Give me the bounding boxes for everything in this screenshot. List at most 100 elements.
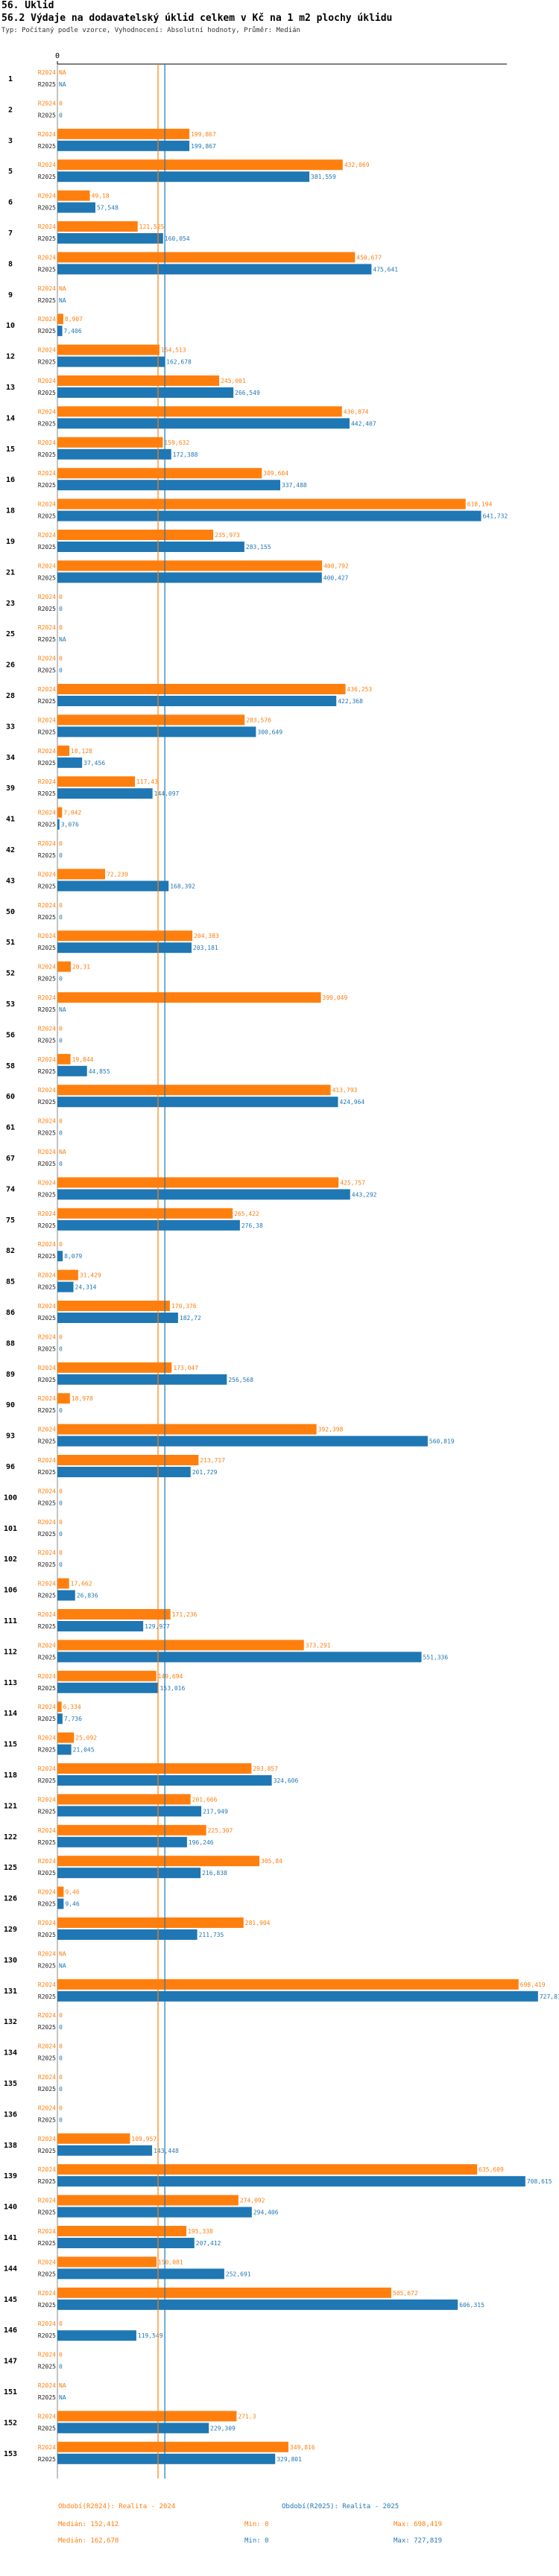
bar-r2025 bbox=[57, 542, 244, 552]
data-label-r2025: 207,412 bbox=[196, 2240, 221, 2247]
series-label-r2024: R2024 bbox=[38, 717, 56, 723]
series-label-r2024: R2024 bbox=[38, 254, 56, 261]
series-label-r2025: R2025 bbox=[38, 2240, 56, 2247]
series-label-r2024: R2024 bbox=[38, 964, 56, 971]
bar-r2025 bbox=[57, 1713, 63, 1725]
series-label-r2025: R2025 bbox=[38, 1191, 56, 1198]
series-label-r2025: R2025 bbox=[38, 420, 56, 427]
data-label-r2024: NA bbox=[59, 69, 66, 76]
bar-r2025 bbox=[57, 1744, 72, 1755]
data-label-r2025: 442,407 bbox=[351, 420, 376, 427]
data-label-r2025: 0 bbox=[59, 2116, 63, 2123]
bar-r2025 bbox=[57, 1374, 227, 1385]
data-label-r2025: 0 bbox=[59, 606, 63, 612]
data-label-r2025: 0 bbox=[59, 1130, 63, 1137]
data-label-r2024: 173,047 bbox=[173, 1365, 198, 1371]
data-label-r2025: 283,155 bbox=[246, 544, 271, 551]
data-label-r2024: 698,419 bbox=[520, 1982, 546, 1988]
data-label-r2024: 9,46 bbox=[65, 1889, 79, 1896]
series-label-r2025: R2025 bbox=[38, 1685, 56, 1692]
data-label-r2024: 265,422 bbox=[234, 1211, 259, 1217]
bar-r2025 bbox=[57, 1652, 422, 1663]
data-label-r2024: 0 bbox=[59, 624, 63, 631]
category-label: 122 bbox=[4, 1833, 17, 1841]
data-label-r2025: 0 bbox=[59, 1561, 63, 1568]
data-label-r2024: 505,672 bbox=[393, 2290, 418, 2297]
data-label-r2025: 0 bbox=[59, 1161, 63, 1167]
data-label-r2025: 203,181 bbox=[193, 945, 218, 951]
data-label-r2024: 0 bbox=[59, 2104, 63, 2111]
bar-r2024 bbox=[57, 1393, 70, 1404]
bar-r2024 bbox=[57, 1979, 519, 1990]
category-label: 58 bbox=[6, 1062, 15, 1070]
bar-r2024 bbox=[57, 1269, 78, 1281]
category-label: 43 bbox=[6, 877, 15, 885]
data-label-r2025: 211,735 bbox=[199, 1932, 224, 1938]
data-label-r2024: 0 bbox=[59, 1488, 63, 1494]
data-label-r2024: 618,194 bbox=[467, 501, 493, 508]
category-label: 85 bbox=[6, 1278, 15, 1287]
series-label-r2024: R2024 bbox=[38, 562, 56, 569]
data-label-r2025: 217,949 bbox=[203, 1808, 228, 1815]
series-label-r2024: R2024 bbox=[38, 1087, 56, 1094]
data-label-r2024: NA bbox=[59, 285, 66, 292]
data-label-r2025: 119,549 bbox=[138, 2332, 163, 2339]
data-label-r2024: 399,049 bbox=[323, 994, 348, 1001]
series-label-r2024: R2024 bbox=[38, 2444, 56, 2451]
series-label-r2025: R2025 bbox=[38, 852, 56, 859]
data-label-r2025: 560,819 bbox=[429, 1438, 455, 1445]
data-label-r2024: 0 bbox=[59, 2074, 63, 2081]
bar-r2024 bbox=[57, 714, 245, 726]
bar-r2024 bbox=[57, 128, 190, 139]
legend-r2024-max: Max: 698,419 bbox=[394, 2521, 443, 2528]
series-label-r2024: R2024 bbox=[38, 1488, 56, 1494]
data-label-r2024: 271,3 bbox=[238, 2413, 256, 2420]
series-label-r2025: R2025 bbox=[38, 2116, 56, 2123]
series-label-r2024: R2024 bbox=[38, 440, 56, 446]
bar-r2025 bbox=[57, 1621, 144, 1631]
series-label-r2025: R2025 bbox=[38, 266, 56, 273]
bar-r2024 bbox=[57, 375, 220, 386]
data-label-r2025: 708,615 bbox=[527, 2178, 552, 2185]
series-label-r2025: R2025 bbox=[38, 2024, 56, 2031]
series-label-r2025: R2025 bbox=[38, 1407, 56, 1414]
series-label-r2024: R2024 bbox=[38, 2074, 56, 2081]
data-label-r2024: 235,973 bbox=[215, 532, 240, 539]
bar-r2024 bbox=[57, 2195, 239, 2206]
series-label-r2024: R2024 bbox=[38, 1333, 56, 1340]
category-label: 135 bbox=[4, 2080, 17, 2088]
category-label: 139 bbox=[4, 2172, 17, 2180]
bar-r2024 bbox=[57, 1701, 62, 1713]
data-label-r2025: 606,315 bbox=[459, 2302, 484, 2309]
bar-r2024 bbox=[57, 684, 346, 694]
series-label-r2025: R2025 bbox=[38, 235, 56, 242]
data-label-r2025: 199,867 bbox=[191, 143, 216, 150]
category-label: 141 bbox=[4, 2234, 17, 2242]
category-label: 6 bbox=[8, 199, 13, 207]
data-label-r2025: 0 bbox=[59, 112, 63, 118]
bar-r2024 bbox=[57, 159, 343, 171]
series-label-r2024: R2024 bbox=[38, 223, 56, 230]
category-label: 121 bbox=[4, 1802, 17, 1810]
category-label: 152 bbox=[4, 2419, 17, 2427]
bar-r2025 bbox=[57, 572, 322, 583]
bar-r2024 bbox=[57, 344, 160, 355]
series-label-r2024: R2024 bbox=[38, 532, 56, 539]
data-label-r2024: 199,867 bbox=[191, 131, 216, 138]
category-label: 1 bbox=[8, 75, 13, 83]
series-label-r2025: R2025 bbox=[38, 1962, 56, 1969]
series-label-r2024: R2024 bbox=[38, 347, 56, 354]
bar-r2025 bbox=[57, 1836, 187, 1847]
series-label-r2024: R2024 bbox=[38, 193, 56, 200]
chart-title: 56.2 Výdaje na dodavatelský úklid celkem… bbox=[1, 13, 393, 24]
data-label-r2024: 109,957 bbox=[131, 2136, 157, 2142]
series-label-r2024: R2024 bbox=[38, 1179, 56, 1186]
category-label: 3 bbox=[8, 137, 13, 145]
bar-r2025 bbox=[57, 1682, 159, 1693]
bar-r2024 bbox=[57, 2411, 237, 2422]
category-label: 126 bbox=[4, 1895, 17, 1903]
data-label-r2024: 72,239 bbox=[107, 871, 128, 878]
series-label-r2025: R2025 bbox=[38, 574, 56, 581]
series-label-r2024: R2024 bbox=[38, 1673, 56, 1680]
series-label-r2025: R2025 bbox=[38, 390, 56, 396]
